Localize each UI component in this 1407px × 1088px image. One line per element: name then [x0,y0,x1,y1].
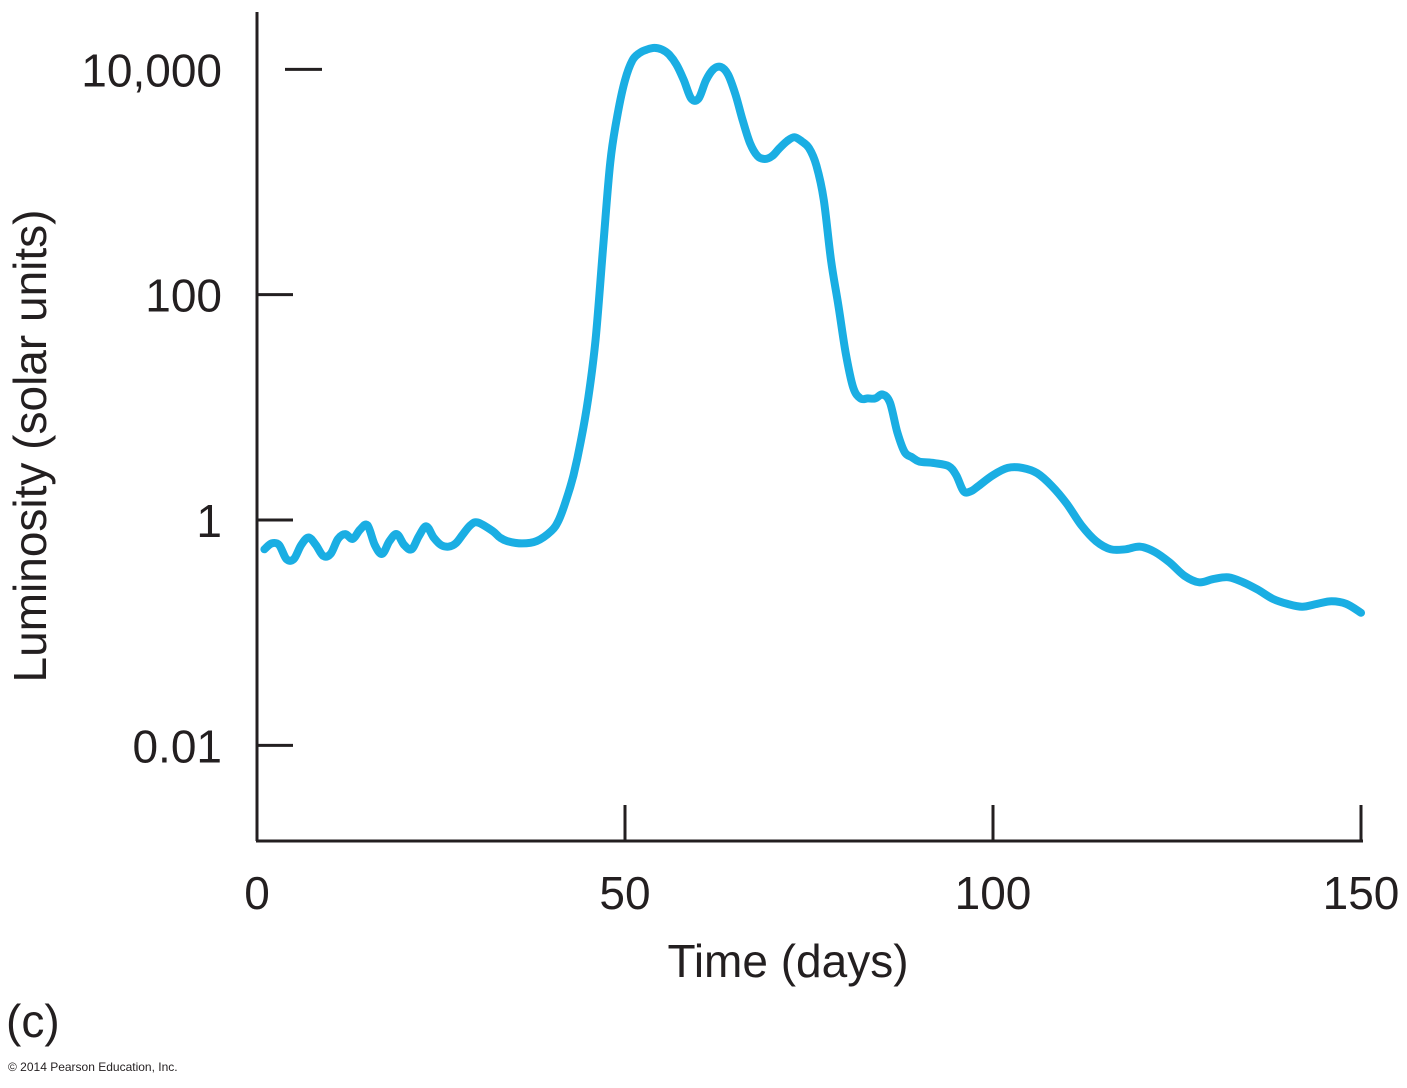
ticks [257,67,1363,841]
y-tick-label: 1 [196,495,222,547]
x-axis-title: Time (days) [667,935,908,987]
x-tick-label: 0 [244,867,270,919]
y-tick-label: 100 [145,270,222,322]
luminosity-curve [260,43,1365,617]
y-tick-label: 10,000 [81,44,222,96]
tick-labels: 0.01 1 100 10,000 0 50 100 150 [81,44,1399,919]
y-axis-title: Luminosity (solar units) [4,210,56,683]
panel-label: (c) [6,995,60,1047]
x-tick-label: 100 [955,867,1032,919]
copyright-notice: © 2014 Pearson Education, Inc. [8,1060,178,1074]
axes [255,12,1363,843]
x-tick-label: 150 [1323,867,1400,919]
x-tick-label: 50 [599,867,650,919]
y-tick-label: 0.01 [132,720,222,772]
